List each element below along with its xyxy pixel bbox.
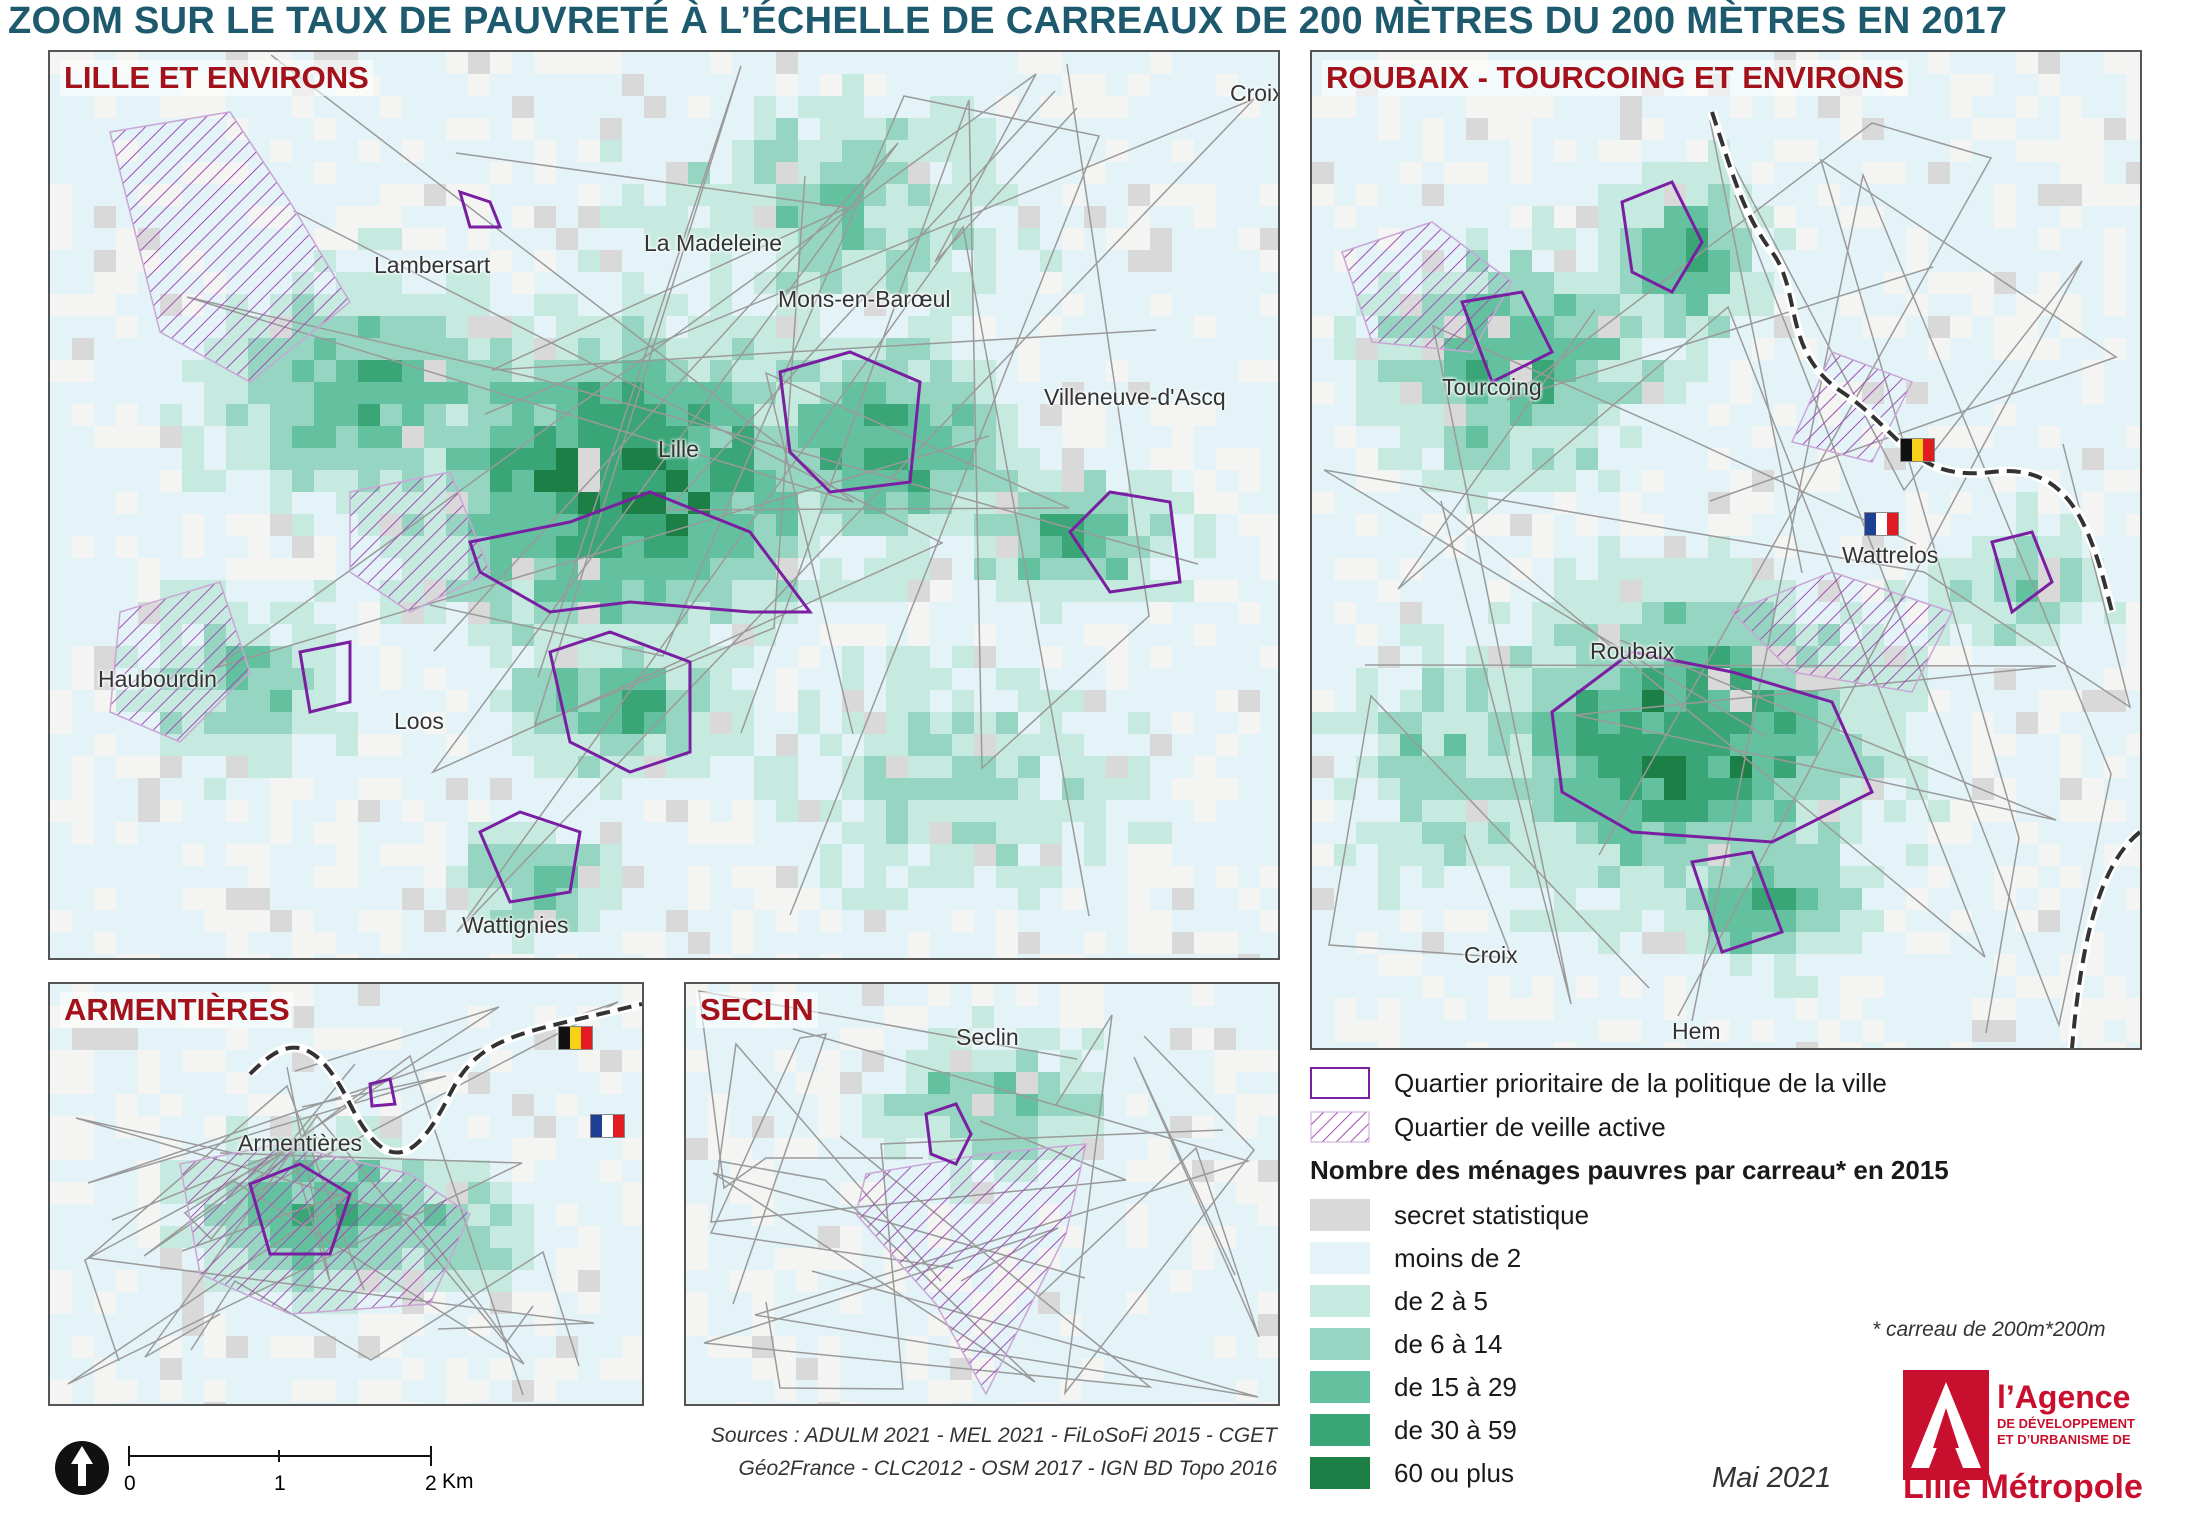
map-panel-roubaix[interactable]: ROUBAIX - TOURCOING ET ENVIRONS Tourcoin… (1310, 50, 2142, 1050)
legend-item-class: de 6 à 14 (1310, 1327, 1502, 1361)
qpv-zone (457, 189, 503, 229)
map-date: Mai 2021 (1712, 1462, 1832, 1494)
qpv-zone (778, 350, 922, 494)
hatch-swatch (1310, 1111, 1370, 1143)
veille-zone (349, 471, 491, 613)
legend-item-class: secret statistique (1310, 1198, 1589, 1232)
qpv-zone (298, 640, 352, 714)
qpv-zone (1690, 850, 1784, 954)
legend-label: Quartier prioritaire de la politique de … (1394, 1067, 1887, 1098)
qpv-zone (468, 490, 813, 614)
qpv-zone (1068, 490, 1182, 594)
agence-logo: l’Agence DE DÉVELOPPEMENT ET D’URBANISME… (1903, 1370, 2143, 1502)
scale-unit: Km (442, 1470, 474, 1493)
qpv-zone (1990, 530, 2054, 615)
logo-line-3: ET D’URBANISME DE (1997, 1432, 2131, 1447)
scale-bar: 0 1 2 Km (55, 1441, 474, 1495)
place-label: Loos (394, 708, 444, 734)
legend-swatch (1310, 1457, 1370, 1489)
scale-label-0: 0 (124, 1472, 136, 1495)
map-panel-seclin[interactable]: SECLIN Seclin (684, 982, 1280, 1406)
map-canvas-roubaix[interactable] (1312, 52, 2140, 1048)
poverty-grid (50, 52, 1278, 958)
logo-line-2: DE DÉVELOPPEMENT (1997, 1416, 2135, 1431)
qpv-zone (1620, 180, 1704, 294)
legend-swatch (1310, 1328, 1370, 1360)
panel-title-armentieres: ARMENTIÈRES (60, 992, 294, 1028)
place-label: Roubaix (1590, 638, 1675, 664)
sources-line-2: Géo2France - CLC2012 - OSM 2017 - IGN BD… (738, 1457, 1278, 1480)
legend-item-class: de 30 à 59 (1310, 1413, 1517, 1447)
legend-swatch (1310, 1242, 1370, 1274)
legend-item-class: de 15 à 29 (1310, 1370, 1517, 1404)
legend-label: moins de 2 (1394, 1242, 1522, 1273)
place-label: Armentières (238, 1130, 362, 1156)
map-title: ZOOM SUR LE TAUX DE PAUVRETÉ À L’ÉCHELLE… (8, 0, 2008, 42)
legend-swatch (1310, 1285, 1370, 1317)
map-canvas-armentieres[interactable] (50, 984, 642, 1404)
sources-line-1: Sources : ADULM 2021 - MEL 2021 - FiLoSo… (710, 1424, 1277, 1447)
veille-zone (109, 111, 351, 383)
legend-label: de 30 à 59 (1394, 1414, 1517, 1445)
qpv-zone (478, 810, 582, 904)
qpv-zone (1459, 290, 1555, 385)
map-canvas-seclin[interactable] (686, 984, 1278, 1404)
legend-label: Quartier de veille active (1394, 1111, 1666, 1142)
panel-title-seclin: SECLIN (696, 992, 818, 1028)
legend-swatch (1310, 1199, 1370, 1231)
place-label: La Madeleine (644, 230, 783, 256)
qpv-swatch (1310, 1067, 1370, 1099)
scale-label-2: 2 (425, 1472, 437, 1495)
place-label: Lambersart (374, 252, 491, 278)
place-label: Croix (1230, 80, 1280, 106)
french-flag-icon (1864, 512, 1899, 536)
legend-swatch (1310, 1371, 1370, 1403)
place-label: Tourcoing (1442, 374, 1542, 400)
legend-item-class: de 2 à 5 (1310, 1284, 1488, 1318)
legend-item-class: moins de 2 (1310, 1241, 1521, 1275)
veille-zone (109, 581, 251, 743)
place-label: Mons-en-Barœul (778, 286, 951, 312)
belgian-flag-icon (1900, 438, 1935, 462)
legend-swatch (1310, 1414, 1370, 1446)
map-panel-armentieres[interactable]: ARMENTIÈRES Armentières (48, 982, 644, 1406)
legend-item-class: 60 ou plus (1310, 1456, 1514, 1490)
qpv-zone (368, 1077, 397, 1108)
legend-label: de 2 à 5 (1394, 1285, 1488, 1316)
place-label: Hem (1672, 1018, 1721, 1044)
logo-line-4: Lille Métropole (1903, 1468, 2143, 1502)
legend-note: * carreau de 200m*200m (1872, 1318, 2106, 1341)
legend-heading: Nombre des ménages pauvres par carreau* … (1310, 1155, 1949, 1185)
legend-item-qpv: Quartier prioritaire de la politique de … (1310, 1066, 1887, 1100)
place-label: Wattignies (462, 912, 569, 938)
place-label: Villeneuve-d'Ascq (1044, 384, 1226, 410)
place-label: Wattrelos (1842, 542, 1939, 568)
qpv-zone (1550, 650, 1874, 844)
place-label: Haubourdin (98, 666, 217, 692)
legend-label: de 15 à 29 (1394, 1371, 1517, 1402)
scale-label-1: 1 (274, 1472, 286, 1495)
legend-item-veille: Quartier de veille active (1310, 1110, 1666, 1144)
place-label: Seclin (956, 1024, 1019, 1050)
belgian-flag-icon (558, 1026, 593, 1050)
place-label: Lille (658, 436, 699, 462)
logo-line-1: l’Agence (1997, 1379, 2130, 1415)
qpv-zone (924, 1102, 973, 1166)
legend-label: secret statistique (1394, 1199, 1590, 1230)
map-canvas-lille[interactable] (50, 52, 1278, 958)
map-panel-lille[interactable]: LILLE ET ENVIRONS Lambersart La Madelein… (48, 50, 1280, 960)
veille-zone (179, 1143, 471, 1315)
commune-boundaries (698, 990, 1260, 1398)
veille-zone (1730, 571, 1954, 693)
north-arrow-icon (55, 1441, 109, 1495)
qpv-zone (248, 1162, 352, 1256)
legend-label: 60 ou plus (1394, 1457, 1514, 1488)
qpv-zone (548, 630, 692, 774)
panel-title-roubaix: ROUBAIX - TOURCOING ET ENVIRONS (1322, 60, 1909, 96)
panel-title-lille: LILLE ET ENVIRONS (60, 60, 373, 96)
french-flag-icon (590, 1114, 625, 1138)
place-label: Croix (1464, 942, 1518, 968)
veille-zone (855, 1143, 1087, 1396)
legend-label: de 6 à 14 (1394, 1328, 1503, 1359)
